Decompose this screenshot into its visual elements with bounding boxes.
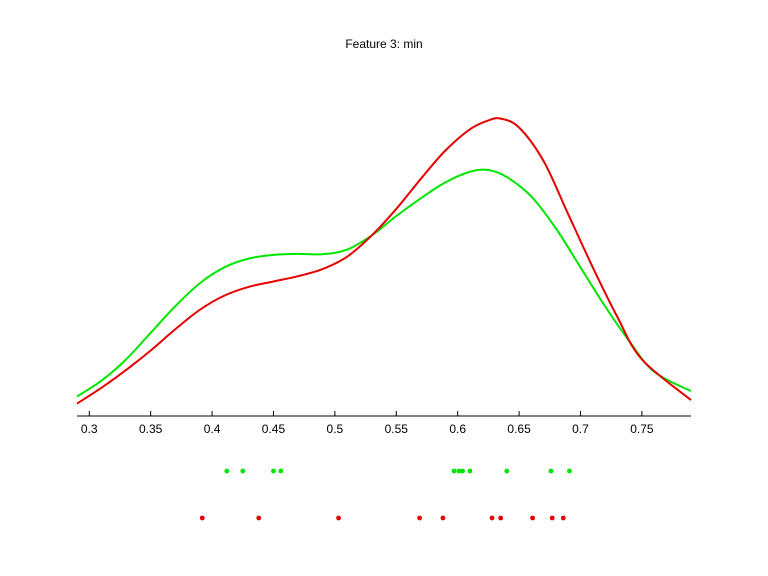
sample-point-row-2 <box>549 515 555 521</box>
sample-point-row-2 <box>417 515 423 521</box>
x-tick-label: 0.45 <box>262 422 286 436</box>
x-tick-label: 0.3 <box>81 422 98 436</box>
sample-point-row-2 <box>560 515 566 521</box>
sample-point-row-2 <box>498 515 504 521</box>
sample-point-row-1 <box>451 468 457 474</box>
sample-point-row-2 <box>256 515 262 521</box>
x-tick-label: 0.35 <box>139 422 163 436</box>
sample-point-row-1 <box>224 468 230 474</box>
chart-title: Feature 3: min <box>345 37 422 51</box>
x-tick-label: 0.7 <box>572 422 589 436</box>
x-axis-ticks: 0.3 0.35 0.4 0.45 0.5 0.55 0.6 0.65 0.7 0.75 <box>81 411 654 436</box>
sample-point-row-2 <box>489 515 495 521</box>
x-tick-label: 0.6 <box>449 422 466 436</box>
sample-point-row-1 <box>460 468 465 474</box>
sample-point-row-1 <box>548 468 554 474</box>
x-tick-label: 0.75 <box>630 422 654 436</box>
sample-points <box>199 468 572 521</box>
sample-point-row-1 <box>467 468 473 474</box>
sample-point-row-1 <box>456 468 462 474</box>
density-curve-1 <box>76 168 692 398</box>
sample-point-row-2 <box>199 515 205 521</box>
sample-point-row-2 <box>530 515 535 521</box>
sample-point-row-2 <box>336 515 341 521</box>
sample-point-row-1 <box>240 468 246 474</box>
sample-point-row-2 <box>440 515 446 521</box>
x-tick-label: 0.4 <box>204 422 221 436</box>
x-tick-label: 0.65 <box>507 422 531 436</box>
sample-point-row-1 <box>271 468 276 474</box>
sample-point-row-1 <box>567 468 572 474</box>
sample-point-row-1 <box>278 468 284 474</box>
x-tick-label: 0.55 <box>385 422 409 436</box>
density-curves <box>76 117 692 405</box>
density-curve-2 <box>76 117 692 405</box>
x-tick-label: 0.5 <box>327 422 344 436</box>
sample-point-row-1 <box>504 468 510 474</box>
